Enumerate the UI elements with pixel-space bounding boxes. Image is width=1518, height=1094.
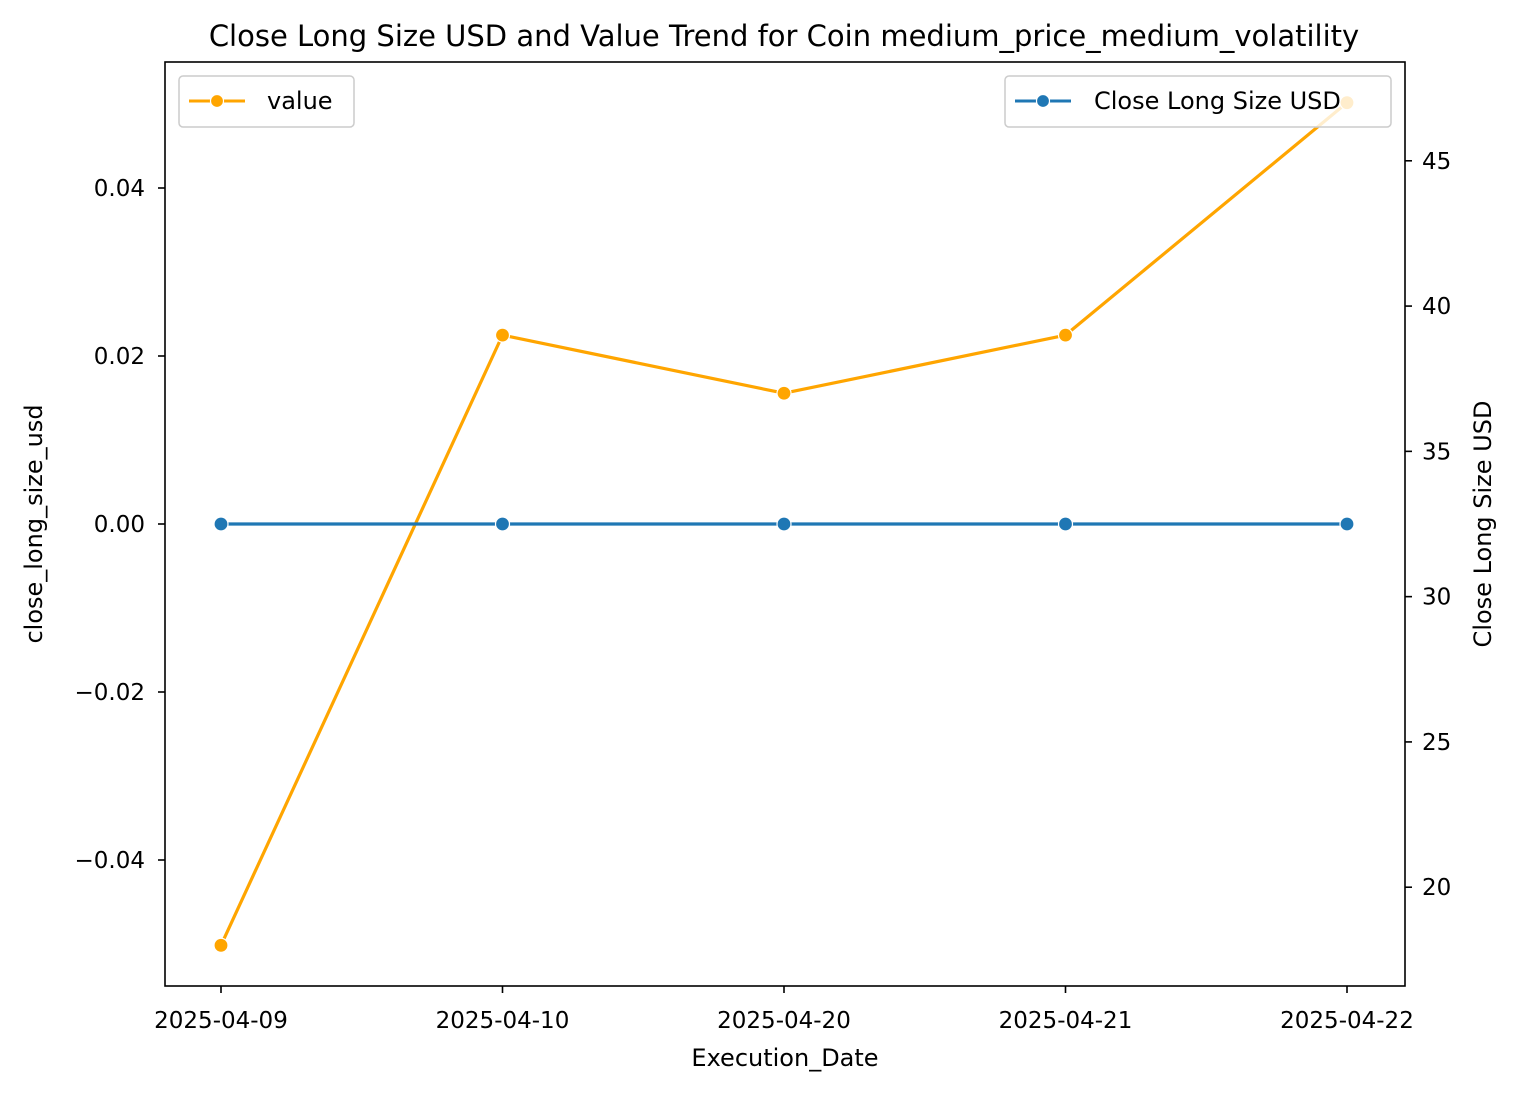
x-tick-label: 2025-04-22 — [1280, 1008, 1414, 1034]
y-right-tick-label: 20 — [1422, 875, 1451, 901]
y-right-tick-label: 45 — [1422, 149, 1451, 175]
y-left-tick-label: −0.02 — [75, 680, 145, 706]
legend-value-box — [178, 75, 355, 128]
legend-value-label: value — [267, 87, 333, 115]
legend-close-long-size-usd: Close Long Size USD — [1004, 75, 1392, 128]
legend-close-long-size-usd-box — [1004, 75, 1392, 128]
legend-value: value — [178, 75, 355, 128]
x-axis-label: Execution_Date — [691, 1044, 878, 1072]
y-left-tick-label: 0.02 — [94, 344, 145, 370]
y-right-tick-label: 40 — [1422, 294, 1451, 320]
x-tick-label: 2025-04-21 — [999, 1008, 1133, 1034]
data-point-close-long-size-usd — [776, 516, 792, 532]
y-left-tick-label: −0.04 — [75, 848, 145, 874]
y-right-tick-label: 25 — [1422, 730, 1451, 756]
data-point-close-long-size-usd — [1339, 516, 1355, 532]
y-axis-right-label: Close Long Size USD — [1469, 401, 1497, 648]
y-right-tick-label: 35 — [1422, 439, 1451, 465]
data-point-value — [1057, 327, 1074, 343]
legend-close-long-size-usd-label: Close Long Size USD — [1094, 87, 1341, 115]
x-tick-label: 2025-04-20 — [717, 1008, 851, 1034]
x-tick-label: 2025-04-10 — [436, 1008, 570, 1034]
y-right-tick-label: 30 — [1422, 585, 1451, 611]
y-axis-right: 20 25 30 35 40 45 — [1405, 149, 1451, 901]
x-axis: 2025-04-09 2025-04-10 2025-04-20 2025-04-21… — [154, 986, 1414, 1034]
data-point-value — [776, 385, 792, 401]
y-axis-left-label: close_long_size_usd — [20, 404, 48, 643]
data-point-close-long-size-usd — [494, 516, 511, 532]
data-point-close-long-size-usd — [213, 516, 229, 532]
y-left-tick-label: 0.04 — [94, 176, 145, 202]
plot-series — [213, 95, 1355, 953]
legend-close-long-size-usd-marker — [1035, 93, 1051, 109]
data-point-value — [213, 937, 229, 953]
legend-value-marker — [209, 93, 225, 109]
data-point-value — [494, 327, 511, 343]
y-axis-left: −0.04 −0.02 0.00 0.02 0.04 — [75, 176, 165, 874]
x-tick-label: 2025-04-09 — [154, 1008, 288, 1034]
chart-title: Close Long Size USD and Value Trend for … — [209, 19, 1359, 53]
data-point-close-long-size-usd — [1057, 516, 1074, 532]
y-left-tick-label: 0.00 — [94, 512, 145, 538]
